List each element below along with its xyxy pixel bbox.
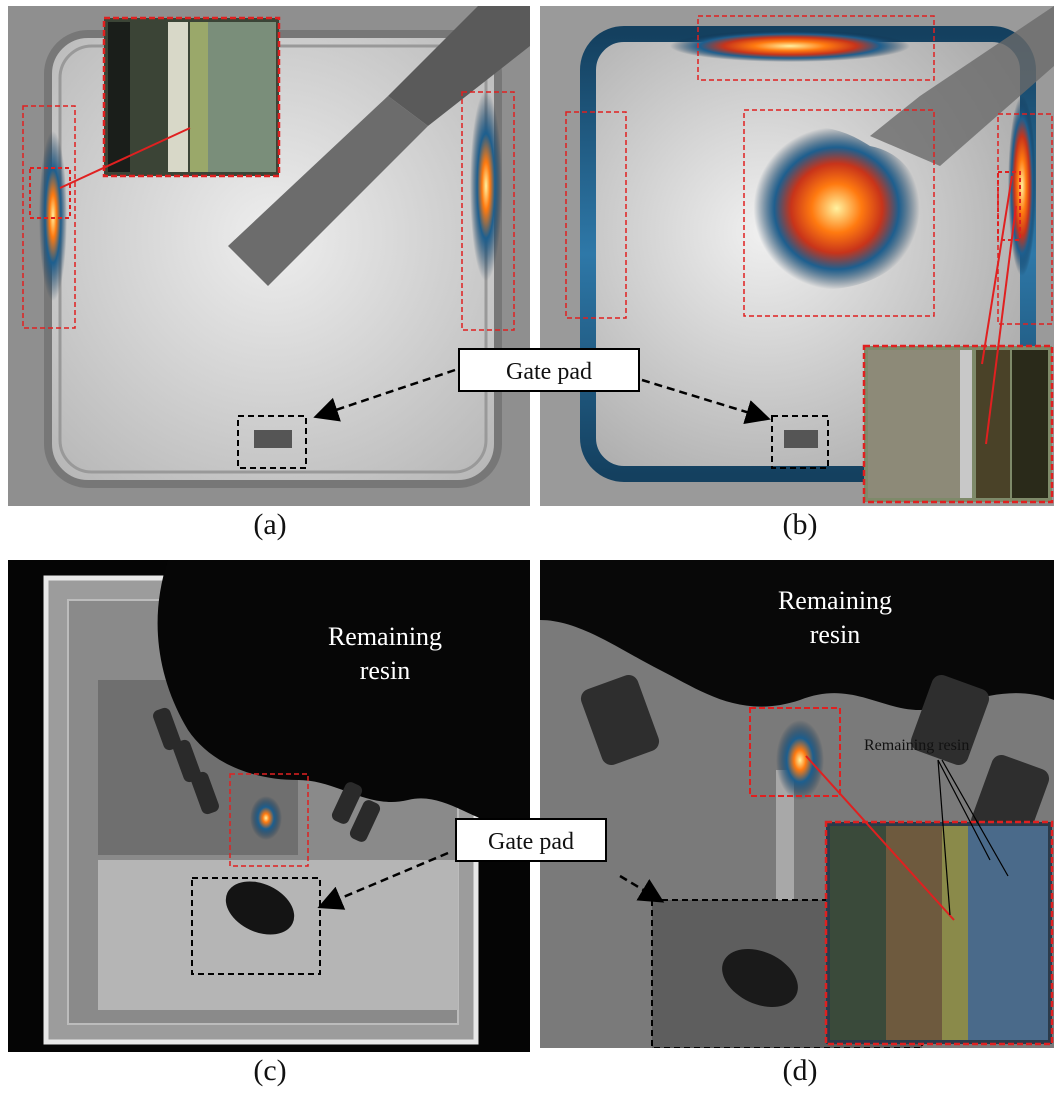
remaining-resin-small-label: Remaining resin — [864, 737, 970, 754]
remaining-resin-d-line1: Remaining — [777, 586, 893, 615]
caption-d: (d) — [782, 1054, 818, 1087]
remaining-resin-label-c: Remaining resin — [300, 620, 470, 688]
caption-b: (b) — [782, 508, 818, 541]
caption-a: (a) — [253, 508, 287, 541]
panel-c-image — [8, 560, 530, 1052]
panel-a-image — [8, 6, 530, 506]
caption-c: (c) — [253, 1054, 287, 1087]
remaining-resin-d-line2: resin — [809, 620, 861, 649]
remaining-resin-label-d: Remaining resin — [750, 584, 920, 652]
gate-pad-label-bottom: Gate pad — [455, 818, 607, 862]
remaining-resin-c-line2: resin — [359, 656, 411, 685]
gate-pad-label-top: Gate pad — [458, 348, 640, 392]
panel-b-image — [540, 6, 1054, 506]
remaining-resin-c-line1: Remaining — [327, 622, 443, 651]
panel-d-image — [540, 560, 1054, 1048]
